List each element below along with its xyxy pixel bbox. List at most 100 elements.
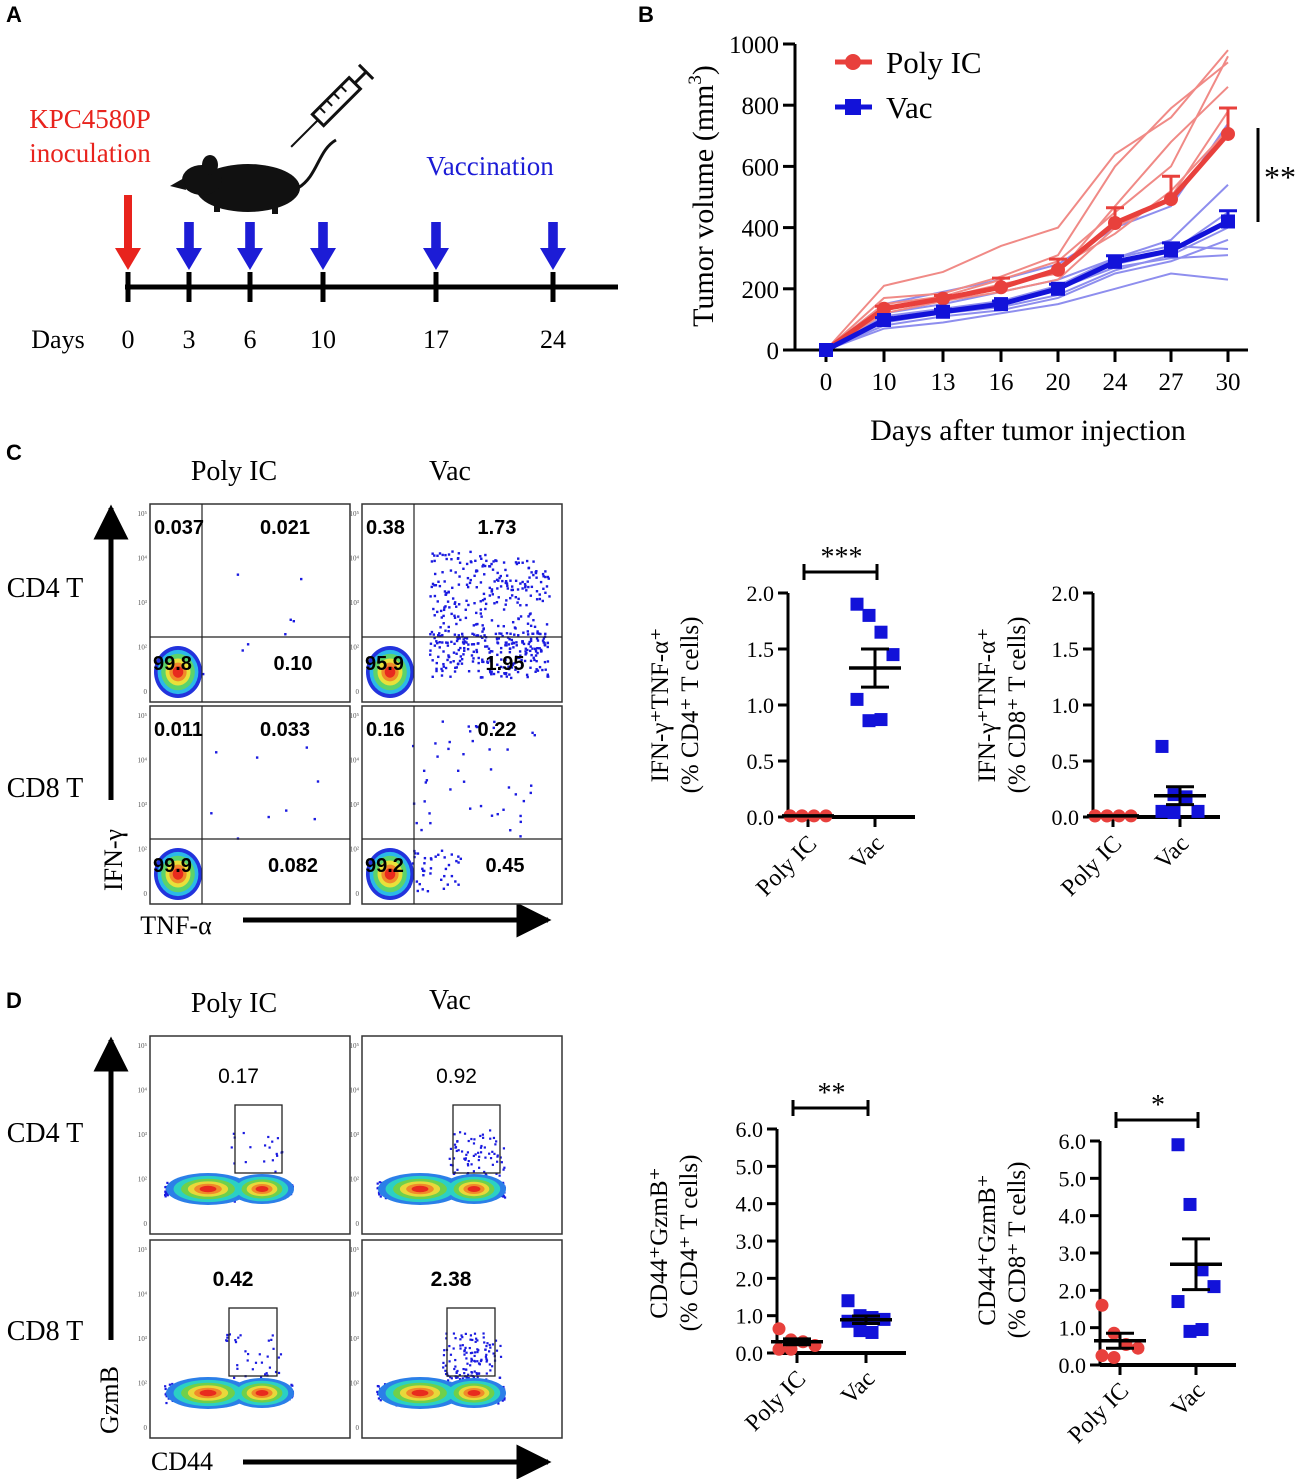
data-point: [841, 1294, 855, 1308]
event-dot: [435, 669, 438, 673]
event-dot: [164, 1195, 167, 1198]
column-header: Poly IC: [191, 988, 277, 1019]
event-dot: [485, 645, 489, 648]
event-dot: [499, 1344, 502, 1348]
event-dot: [477, 656, 480, 660]
event-dot: [241, 649, 244, 652]
event-dot: [463, 1157, 466, 1160]
y-tick-label: 3.0: [736, 1229, 764, 1254]
event-dot: [467, 1373, 470, 1376]
event-dot: [455, 622, 458, 626]
flow-plot: 10⁵ 10⁴ 10³ 10² 0 0.16 0.22 99.2 0.45: [350, 705, 563, 905]
panel-label-c: C: [6, 440, 22, 465]
quadrant-ur-value: 0.22: [478, 719, 517, 741]
event-dot: [456, 557, 460, 560]
event-dot: [490, 562, 493, 566]
flow-plot: 10⁵ 10⁴ 10³ 10² 0 0.011 0.033 99.9 0.082: [138, 705, 351, 905]
event-dot: [482, 628, 485, 631]
event-dot: [496, 1155, 499, 1158]
event-dot: [454, 880, 457, 883]
event-dot: [447, 654, 450, 657]
event-dot: [489, 650, 493, 653]
event-dot: [457, 583, 461, 586]
y-tick-label: 0.0: [1052, 805, 1080, 830]
event-dot: [378, 1181, 381, 1184]
mean-point: [1108, 216, 1122, 231]
event-dot: [533, 625, 537, 629]
event-dot: [492, 560, 495, 563]
event-dot: [508, 647, 512, 650]
event-dot: [488, 1350, 491, 1353]
event-dot: [473, 574, 476, 578]
event-dot: [526, 675, 529, 679]
event-dot: [421, 869, 425, 872]
event-dot: [439, 634, 442, 638]
event-dot: [495, 636, 499, 640]
event-dot: [473, 602, 476, 605]
event-dot: [277, 1371, 281, 1375]
event-dot: [476, 1350, 479, 1354]
event-dot: [510, 642, 514, 645]
axis-tick-label: 0: [356, 1424, 360, 1432]
event-dot: [442, 608, 446, 612]
event-dot: [463, 646, 466, 650]
event-dot: [166, 1181, 169, 1185]
event-dot: [508, 650, 512, 654]
event-dot: [511, 662, 514, 666]
event-dot: [452, 651, 456, 654]
event-dot: [453, 616, 457, 619]
event-dot: [525, 559, 529, 563]
event-dot: [525, 673, 529, 677]
y-tick-label: 2.0: [1059, 1278, 1087, 1303]
event-dot: [440, 878, 443, 882]
quadrant-ll-value: 99.8: [153, 653, 192, 675]
event-dot: [165, 1395, 168, 1398]
event-dot: [528, 640, 531, 644]
axis-tick-label: 10²: [350, 1176, 359, 1184]
axis-tick-label: 10²: [138, 1380, 147, 1388]
event-dot: [533, 658, 536, 662]
mean-point: [877, 313, 891, 328]
event-dot: [483, 1170, 486, 1174]
event-dot: [415, 880, 419, 883]
event-dot: [465, 637, 469, 640]
event-dot: [473, 1370, 476, 1373]
y-tick-label: 1.5: [747, 637, 775, 662]
event-dot: [489, 1137, 492, 1140]
event-dot: [431, 659, 434, 662]
event-dot: [485, 1344, 488, 1348]
event-dot: [476, 1360, 479, 1363]
individual-tumor-curve: [825, 61, 1229, 351]
x-tick-label: 27: [1159, 369, 1184, 396]
event-dot: [469, 807, 472, 810]
event-dot: [448, 1344, 451, 1348]
event-dot: [530, 571, 533, 574]
x-tick-label: 13: [931, 369, 956, 396]
event-dot: [524, 653, 527, 656]
axis-tick-label: 0: [144, 890, 148, 898]
event-dot: [500, 675, 503, 678]
event-dot: [274, 1370, 278, 1374]
event-dot: [515, 562, 519, 566]
event-dot: [465, 1153, 468, 1156]
event-dot: [246, 1359, 249, 1362]
significance-label: ***: [821, 542, 863, 573]
axis-tick-label: 10³: [350, 801, 359, 809]
vaccination-label: Vaccination: [426, 151, 554, 181]
axis-tick-label: 10⁵: [350, 712, 360, 720]
y-tick-label: 1.0: [1059, 1316, 1087, 1341]
axis-tick-label: 10⁵: [350, 1042, 360, 1050]
event-dot: [499, 585, 503, 588]
event-dot: [532, 656, 535, 660]
event-dot: [481, 624, 484, 627]
event-dot: [228, 1333, 232, 1336]
dot-plot-cd8-ifn-tnf: 0.0 0.5 1.0 1.5 2.0 IFN-γ⁺TNF-α⁺ (% CD8⁺ T cel…: [974, 581, 1220, 902]
event-dot: [515, 655, 518, 658]
event-dot: [442, 662, 445, 666]
density-contour: [172, 666, 184, 678]
event-dot: [251, 1368, 254, 1371]
event-dot: [469, 550, 472, 554]
event-dot: [532, 560, 535, 563]
event-dot: [449, 788, 452, 791]
event-dot: [450, 1377, 453, 1380]
